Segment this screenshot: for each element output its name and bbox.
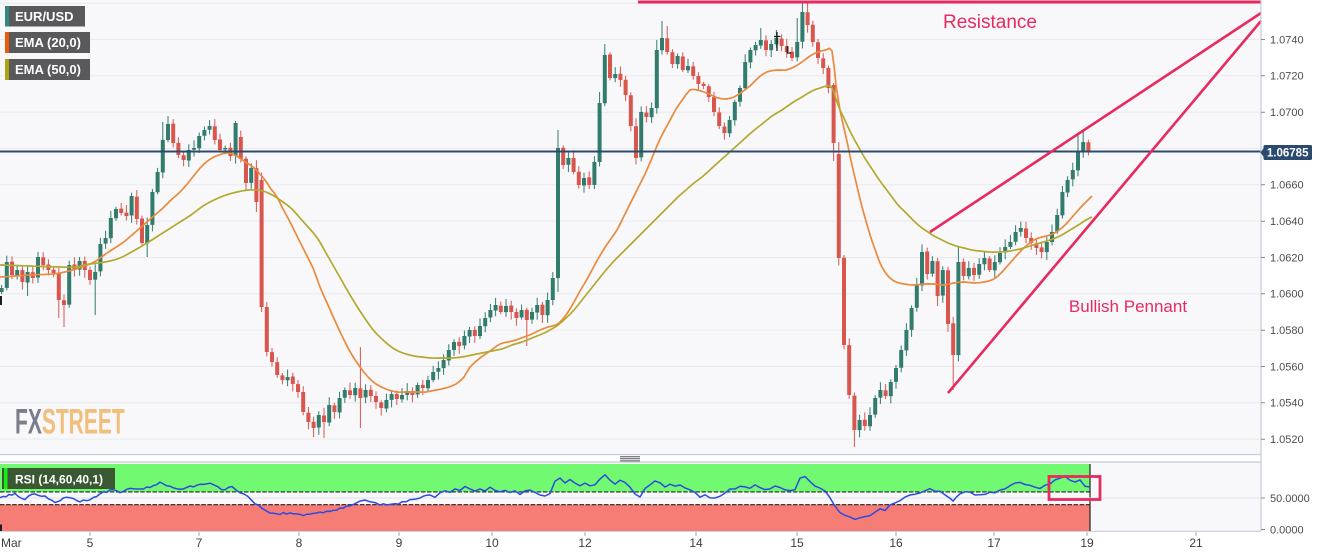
svg-text:1.0540: 1.0540: [1270, 398, 1304, 410]
svg-text:1.0520: 1.0520: [1270, 434, 1304, 446]
svg-text:1.0660: 1.0660: [1270, 180, 1304, 192]
svg-text:17: 17: [987, 536, 1001, 550]
svg-text:7: 7: [196, 536, 203, 550]
svg-text:FXSTREET: FXSTREET: [15, 403, 125, 442]
svg-text:1.06785: 1.06785: [1267, 147, 1309, 159]
svg-text:EMA (50,0): EMA (50,0): [15, 62, 81, 77]
svg-text:8: 8: [296, 536, 303, 550]
svg-text:RSI (14,60,40,1): RSI (14,60,40,1): [15, 473, 103, 487]
svg-text:1.0740: 1.0740: [1270, 34, 1304, 46]
svg-text:1.0560: 1.0560: [1270, 361, 1304, 373]
svg-text:EMA (20,0): EMA (20,0): [15, 35, 81, 50]
svg-text:50.0000: 50.0000: [1270, 493, 1310, 505]
svg-text:1.0600: 1.0600: [1270, 289, 1304, 301]
svg-text:9: 9: [396, 536, 403, 550]
svg-text:12: 12: [578, 536, 592, 550]
svg-text:21: 21: [1189, 536, 1203, 550]
svg-text:Resistance: Resistance: [943, 12, 1037, 33]
svg-text:10: 10: [485, 536, 499, 550]
svg-text:Bullish Pennant: Bullish Pennant: [1069, 297, 1187, 316]
svg-text:1.0700: 1.0700: [1270, 107, 1304, 119]
svg-text:0.0000: 0.0000: [1270, 524, 1304, 536]
svg-text:1.0580: 1.0580: [1270, 325, 1304, 337]
svg-text:14: 14: [689, 536, 703, 550]
svg-text:19: 19: [1080, 536, 1094, 550]
svg-text:1.0620: 1.0620: [1270, 252, 1304, 264]
svg-text:16: 16: [889, 536, 903, 550]
svg-text:1.0640: 1.0640: [1270, 216, 1304, 228]
svg-text:EUR/USD: EUR/USD: [15, 9, 74, 24]
svg-text:1.0720: 1.0720: [1270, 71, 1304, 83]
svg-text:Mar: Mar: [1, 536, 22, 550]
svg-text:5: 5: [87, 536, 94, 550]
svg-text:15: 15: [790, 536, 804, 550]
